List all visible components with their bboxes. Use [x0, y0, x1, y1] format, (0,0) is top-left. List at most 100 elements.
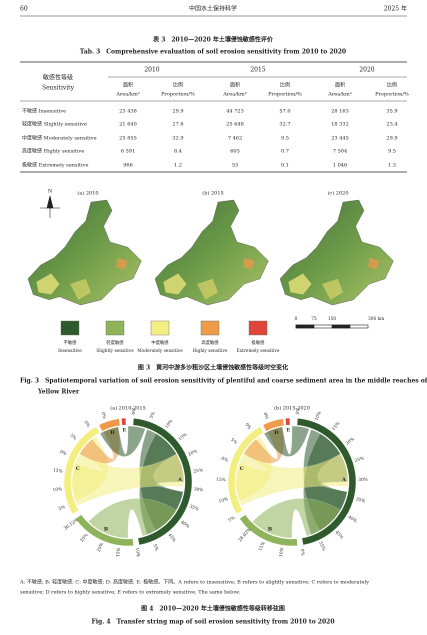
tick-label: 25% — [80, 533, 90, 544]
north-arrow — [40, 195, 60, 218]
year-header: 2015 — [250, 67, 265, 74]
scale-bar — [295, 324, 369, 329]
tick-label: 10% — [218, 497, 229, 504]
cell: 23 445 — [331, 136, 349, 142]
cell: 966 — [123, 163, 133, 169]
table-title-en: Tab. 3 Comprehensive evaluation of soil … — [80, 49, 346, 56]
tick-label: 25% — [354, 456, 365, 464]
tick-label: 30% — [193, 487, 203, 493]
chord-ribbon — [252, 498, 341, 539]
tick-label: 20% — [188, 449, 199, 457]
sub-header-cn: 面积 — [123, 82, 133, 89]
tick-label: 5% — [151, 544, 158, 552]
cell: 29.9 — [386, 136, 397, 142]
tick-label: 10% — [134, 547, 140, 557]
node-arc — [285, 417, 291, 426]
north-label: N — [48, 189, 53, 195]
scale-label: 300 km — [368, 317, 384, 322]
tick-label: 10% — [165, 419, 175, 430]
maps — [27, 195, 394, 329]
tick-label: 15% — [53, 468, 63, 474]
map-2010 — [27, 199, 142, 306]
tick-label: 5% — [296, 408, 302, 415]
row-label: 极敏感 Extremely sensitive — [22, 162, 88, 169]
level-header-cn: 敏感性等级 — [43, 74, 73, 82]
legend-label-cn: 高度敏感 — [201, 339, 219, 346]
node-label: D — [110, 430, 115, 436]
chord-panel-title: (b) 2015-2020 — [274, 405, 310, 412]
tick-label: 0% — [220, 457, 228, 464]
legend-swatch — [248, 320, 268, 336]
cell: 57.0 — [279, 109, 290, 115]
legend-label-en: Moderately sensitive — [137, 349, 183, 354]
legend-label-en: Insensitive — [58, 349, 82, 354]
cell: 21 640 — [119, 122, 137, 128]
tick-label: 0% — [82, 420, 90, 428]
level-header-en: Sensitivity — [42, 85, 75, 92]
page-number: 60 — [20, 6, 28, 13]
journal-name: 中国水土保持科学 — [189, 5, 237, 13]
legend-label-cn: 极敏感 — [252, 339, 266, 346]
sub-header-en: Proportion/% — [375, 92, 409, 98]
node-arc — [262, 418, 285, 432]
node-label: B — [104, 527, 108, 533]
cell: 23 438 — [119, 109, 137, 115]
sub-header-cn: 比例 — [173, 82, 183, 89]
map-2015 — [154, 199, 269, 306]
tick-label: 25% — [193, 468, 203, 474]
cell: 18 332 — [331, 122, 349, 128]
tick-label: 15% — [216, 478, 226, 483]
cell: 32.7 — [279, 122, 290, 128]
sub-header-en: Area/km² — [222, 92, 246, 98]
cell: 8.4 — [174, 149, 182, 155]
tick-label: 45% — [334, 530, 344, 540]
node-label: D — [274, 430, 279, 436]
cell: 605 — [230, 149, 240, 155]
cell: 0.1 — [281, 163, 289, 169]
legend-label-cn: 轻度敏感 — [106, 339, 124, 346]
table-rules — [20, 61, 407, 173]
row-label: 中度敏感 Moderately sensitive — [22, 135, 97, 142]
tick-label: 55% — [317, 541, 326, 552]
tick-label: 5% — [149, 411, 156, 419]
legend-swatch — [60, 320, 80, 336]
row-label: 高度敏感 Highly sensitive — [22, 148, 84, 155]
node-label: E — [122, 428, 126, 434]
figure-caption-cn: 图 3 黄河中游多沙粗沙区土壤侵蚀敏感性等级时空变化 — [138, 364, 288, 372]
sub-header-en: Proportion/% — [161, 92, 195, 98]
legend-swatch — [150, 320, 170, 336]
cell: 44 723 — [226, 109, 244, 115]
tick-label: 15% — [116, 547, 122, 557]
figure-caption-cn: 图 4 2010—2020 年土壤侵蚀敏感性等级转移弦图 — [141, 605, 285, 613]
tick-label: 40% — [179, 520, 190, 530]
tick-label: 35% — [189, 504, 200, 512]
sub-header-en: Proportion/% — [268, 92, 302, 98]
map-panel-label: (b) 2015 — [202, 190, 223, 197]
tick-label: 10% — [279, 547, 285, 557]
map-panel-label: (a) 2010 — [77, 190, 98, 197]
map-2020 — [279, 199, 394, 306]
tick-label: 0% — [262, 412, 269, 420]
cell: 25 855 — [119, 136, 137, 142]
legend-label-en: Slightly sensitive — [96, 349, 134, 354]
node-label: C — [76, 466, 80, 472]
cell: 23.4 — [386, 122, 397, 128]
table-title-cn: 表 3 2010—2020 年土壤侵蚀敏感性评价 — [152, 36, 274, 44]
node-label: A — [177, 477, 182, 483]
legend-label-cn: 不敏感 — [64, 339, 78, 346]
node-label: A — [341, 477, 346, 483]
sub-header-en: Area/km² — [327, 92, 351, 98]
node-arc — [121, 417, 127, 426]
cell: 0.7 — [281, 149, 289, 155]
tick-label: 20% — [97, 542, 105, 553]
cell: 29.9 — [172, 109, 183, 115]
node-arc — [132, 418, 193, 546]
figure-caption-en: Fig. 3 Spatiotemporal variation of soil … — [20, 378, 427, 385]
cell: 1 046 — [333, 163, 347, 169]
tick-label: 5% — [69, 433, 77, 441]
legend-swatch — [105, 320, 125, 336]
chord-ribbon — [88, 498, 177, 539]
node-arc — [296, 418, 357, 546]
cell: 53 — [232, 163, 238, 169]
